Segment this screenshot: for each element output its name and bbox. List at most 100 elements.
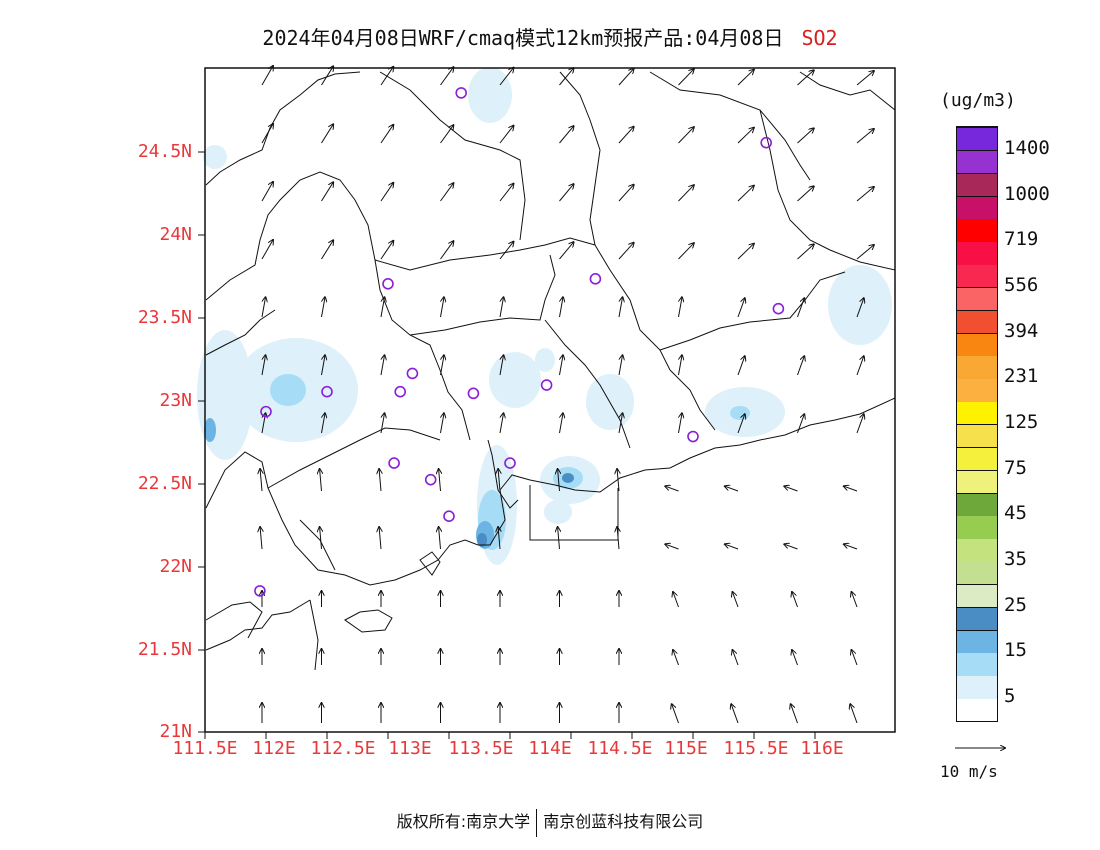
wind-arrow (440, 125, 454, 144)
wind-arrow (737, 70, 754, 86)
wind-arrow (499, 184, 514, 202)
wind-arrow (672, 704, 679, 724)
wind-arrow (618, 127, 634, 144)
station-marker (406, 367, 419, 380)
colorbar (956, 126, 998, 722)
title-text: 2024年04月08日WRF/cmaq模式12km预报产品:04月08日 (262, 26, 784, 50)
shade-patch (204, 418, 216, 442)
colorbar-swatch (957, 515, 997, 539)
wind-arrow (733, 650, 739, 666)
wind-arrow (856, 356, 864, 376)
shade-patch (730, 406, 750, 420)
wind-arrow (678, 355, 683, 376)
shade-patch (477, 533, 487, 547)
wind-arrow (618, 185, 634, 202)
wind-arrow (797, 414, 805, 434)
pollutant-label: SO2 (801, 26, 838, 50)
shade-patch (828, 265, 892, 345)
wind-arrow (499, 242, 514, 260)
colorbar-label: 556 (1004, 273, 1039, 296)
station-marker (424, 473, 437, 486)
shade-patch (468, 67, 512, 123)
wind-arrow (678, 297, 683, 318)
wind-arrow (737, 186, 754, 202)
wind-arrow (261, 355, 266, 376)
boundary (594, 244, 671, 371)
wind-arrow (261, 182, 273, 202)
shade-patch (535, 348, 555, 372)
wind-arrow (261, 66, 273, 86)
boundary (379, 71, 526, 241)
colorbar-label: 394 (1004, 319, 1039, 342)
wind-arrow (559, 242, 574, 260)
colorbar-label: 1000 (1004, 182, 1050, 205)
colorbar-swatch (957, 195, 997, 219)
wind-arrow (380, 355, 385, 376)
wind-arrow (673, 592, 679, 608)
wind-arrow (856, 187, 874, 202)
wind-arrow (678, 69, 694, 86)
boundary (205, 309, 276, 356)
station-marker (254, 585, 266, 597)
lat-label: 24N (159, 224, 192, 245)
station-marker (760, 136, 773, 149)
station-marker (388, 457, 400, 469)
wind-arrow (559, 184, 574, 202)
lon-label: 114E (528, 738, 572, 759)
wind-arrow (260, 469, 262, 492)
copyright-footer: 版权所有:南京大学 南京创蓝科技有限公司 (0, 808, 1100, 837)
copyright-left: 版权所有:南京大学 (396, 812, 531, 831)
wind-arrow (678, 185, 694, 202)
station-marker (772, 302, 785, 315)
copyright-right: 南京创蓝科技有限公司 (543, 812, 704, 831)
colorbar-swatch (957, 629, 997, 653)
lat-label: 23N (159, 390, 192, 411)
wind-arrow (725, 544, 739, 550)
wind-arrow (558, 527, 560, 550)
colorbar-swatch (957, 149, 997, 174)
wind-arrow (320, 527, 322, 550)
wind-arrow (618, 297, 623, 318)
colorbar-swatch (957, 446, 997, 471)
wind-arrow (733, 592, 739, 608)
wind-arrow (260, 527, 262, 550)
lat-label: 21N (159, 721, 192, 742)
axis-ticks (198, 151, 816, 739)
colorbar-swatch (957, 538, 997, 562)
vector-legend-label: 10 m/s (940, 762, 998, 781)
wind-arrow (737, 414, 745, 434)
boundary (799, 71, 896, 111)
wind-arrow (559, 413, 564, 434)
shenzhen-box (529, 485, 619, 541)
wind-arrow (792, 650, 798, 666)
wind-arrow (844, 486, 858, 492)
wind-arrow (678, 127, 694, 144)
lat-label: 21.5N (137, 639, 192, 660)
shade-patch (203, 145, 227, 169)
wind-arrow (792, 592, 798, 608)
colorbar-label: 719 (1004, 228, 1039, 251)
wind-arrow (737, 244, 754, 260)
wind-arrow (618, 413, 623, 434)
wind-arrow (380, 67, 393, 86)
colorbar-swatch (957, 583, 997, 608)
lat-label: 22.5N (137, 473, 192, 494)
colorbar-label: 1400 (1004, 136, 1050, 159)
station-marker (467, 387, 480, 400)
boundary (544, 319, 631, 449)
wind-arrow (559, 126, 574, 144)
shade-patch (270, 374, 306, 406)
wind-arrow (797, 298, 805, 318)
island (419, 551, 441, 576)
colorbar-swatch (957, 332, 997, 356)
lon-label: 113E (388, 738, 432, 759)
wind-arrow (856, 71, 874, 86)
wind-vectors (260, 66, 874, 724)
chart-title: 2024年04月08日WRF/cmaq模式12km预报产品:04月08日 SO2 (0, 22, 1100, 51)
station-marker (260, 405, 272, 418)
wind-arrow (784, 544, 798, 550)
wind-arrow (665, 544, 679, 550)
wind-arrow (321, 240, 334, 260)
station-marker (540, 379, 553, 391)
wind-arrow (380, 413, 385, 434)
